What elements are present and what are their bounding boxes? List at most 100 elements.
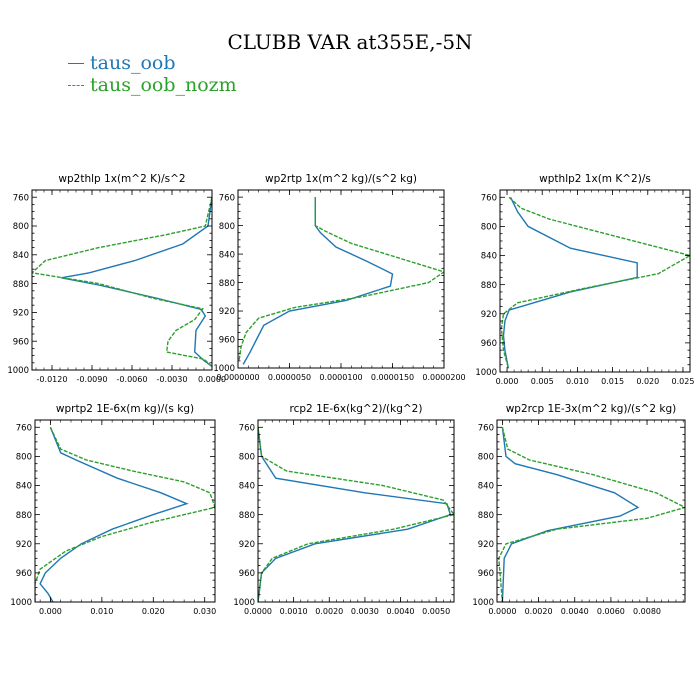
- x-tick-label: 0.0000: [488, 607, 516, 616]
- legend-label-taus-oob: taus_oob: [90, 52, 176, 74]
- y-tick-label: 960: [219, 336, 235, 346]
- x-tick-label: 0.020: [142, 607, 165, 616]
- y-tick-label: 920: [219, 307, 235, 317]
- y-tick-label: 1000: [233, 598, 255, 608]
- legend-item-taus-oob-nozm: taus_oob_nozm: [68, 74, 237, 96]
- panel-title: wpthlp2 1x(m K^2)/s: [539, 173, 651, 185]
- x-tick-label: 0.0040: [561, 607, 589, 616]
- x-tick-label: 0.0020: [315, 607, 343, 616]
- plot-frame: [499, 189, 691, 373]
- series-line-taus-oob: [242, 197, 394, 365]
- plot-frame: [31, 189, 213, 371]
- y-tick-label: 920: [478, 540, 494, 550]
- x-tick-label: 0.0050: [422, 607, 450, 616]
- x-tick-label: 0.0060: [597, 607, 625, 616]
- panel-1: wp2rtp 1x(m^2 kg)/(s^2 kg) 760 800 840 880 92…: [213, 173, 465, 382]
- series-line-taus-oob-nozm: [238, 197, 444, 362]
- y-tick-label: 760: [13, 193, 29, 203]
- y-tick-label: 840: [16, 482, 32, 492]
- series-line-taus-oob: [39, 427, 189, 602]
- y-tick-label: 800: [239, 453, 255, 463]
- plot-frame: [237, 189, 445, 369]
- series-line-taus-oob-nozm: [35, 427, 215, 602]
- y-tick-label: 880: [478, 511, 494, 521]
- y-tick-label: 1000: [213, 364, 235, 374]
- y-tick-label: 920: [16, 540, 32, 550]
- series-line-taus-oob: [502, 196, 638, 369]
- panel-title: rcp2 1E-6x(kg^2)/(kg^2): [290, 403, 423, 415]
- x-tick-label: 0.0000000: [216, 373, 259, 382]
- x-tick-label: 0.0000100: [319, 373, 362, 382]
- y-tick-label: 840: [239, 482, 255, 492]
- y-tick-label: 880: [16, 511, 32, 521]
- y-tick-label: 920: [13, 309, 29, 319]
- y-tick-label: 760: [239, 423, 255, 433]
- x-tick-label: 0.0040: [387, 607, 415, 616]
- legend-label-taus-oob-nozm: taus_oob_nozm: [90, 74, 237, 96]
- x-tick-label: 0.030: [193, 607, 216, 616]
- y-tick-label: 1000: [475, 368, 497, 378]
- y-tick-label: 760: [219, 193, 235, 203]
- panel-title: wp2rtp 1x(m^2 kg)/(s^2 kg): [265, 173, 417, 185]
- y-tick-label: 840: [481, 252, 497, 262]
- y-tick-label: 920: [481, 310, 497, 320]
- x-tick-label: -0.0030: [157, 375, 188, 384]
- series-line-taus-oob-nozm: [32, 197, 212, 367]
- plot-frame: [496, 419, 686, 603]
- y-tick-label: 800: [219, 222, 235, 232]
- plot-frame: [34, 419, 216, 603]
- x-tick-label: 0.0000200: [422, 373, 465, 382]
- panel-title: wp2thlp 1x(m^2 K)/s^2: [58, 173, 185, 185]
- figure-title: CLUBB VAR at355E,-5N: [227, 30, 473, 54]
- series-line-taus-oob-nozm: [500, 196, 690, 369]
- y-tick-label: 840: [478, 482, 494, 492]
- panel-5: wp2rcp 1E-3x(m^2 kg)/(s^2 kg) 760 800 840 88…: [472, 403, 686, 616]
- x-tick-label: 0.005: [531, 377, 554, 386]
- x-tick-label: 0.0010: [280, 607, 308, 616]
- panel-2: wpthlp2 1x(m K^2)/s 760 800 840 880 920 960 100…: [475, 173, 694, 386]
- y-tick-label: 1000: [7, 366, 29, 376]
- panel-0: wp2thlp 1x(m^2 K)/s^2 760 800 840 880 920 960 1…: [7, 173, 226, 384]
- y-tick-label: 1000: [472, 598, 494, 608]
- series-line-taus-oob: [501, 427, 640, 602]
- y-tick-label: 840: [219, 250, 235, 260]
- x-tick-label: 0.0000150: [371, 373, 414, 382]
- y-tick-label: 800: [481, 223, 497, 233]
- y-tick-label: 880: [239, 511, 255, 521]
- y-tick-label: 960: [16, 569, 32, 579]
- y-tick-label: 760: [481, 193, 497, 203]
- y-tick-label: 960: [481, 339, 497, 349]
- legend: taus_oob taus_oob_nozm: [68, 52, 237, 96]
- x-tick-label: 0.020: [636, 377, 659, 386]
- y-tick-label: 920: [239, 540, 255, 550]
- series-line-taus-oob-nozm: [498, 427, 685, 602]
- y-tick-label: 760: [16, 423, 32, 433]
- y-tick-label: 880: [13, 280, 29, 290]
- y-tick-label: 880: [219, 279, 235, 289]
- x-tick-label: 0.000: [39, 607, 62, 616]
- x-tick-label: 0.000: [496, 377, 519, 386]
- x-tick-label: 0.0080: [633, 607, 661, 616]
- y-tick-label: 840: [13, 251, 29, 261]
- legend-swatch-taus-oob: [68, 62, 84, 64]
- x-tick-label: 0.015: [601, 377, 624, 386]
- y-tick-label: 800: [478, 453, 494, 463]
- x-tick-label: 0.0020: [525, 607, 553, 616]
- panel-3: wprtp2 1E-6x(m kg)/(s kg) 760 800 840 880 920…: [10, 403, 216, 616]
- panel-title: wprtp2 1E-6x(m kg)/(s kg): [56, 403, 194, 415]
- panel-title: wp2rcp 1E-3x(m^2 kg)/(s^2 kg): [506, 403, 677, 415]
- y-tick-label: 760: [478, 423, 494, 433]
- panel-4: rcp2 1E-6x(kg^2)/(kg^2) 760 800 840 880 920 96…: [233, 403, 455, 616]
- y-tick-label: 800: [13, 222, 29, 232]
- x-tick-label: -0.0060: [117, 375, 148, 384]
- y-tick-label: 880: [481, 281, 497, 291]
- series-line-taus-oob: [258, 427, 452, 602]
- legend-swatch-taus-oob-nozm: [68, 84, 84, 86]
- x-tick-label: 0.0030: [351, 607, 379, 616]
- plot-frame: [257, 419, 455, 603]
- x-tick-label: -0.0090: [77, 375, 108, 384]
- y-tick-label: 960: [13, 337, 29, 347]
- y-tick-label: 960: [478, 569, 494, 579]
- x-tick-label: 0.0000050: [268, 373, 311, 382]
